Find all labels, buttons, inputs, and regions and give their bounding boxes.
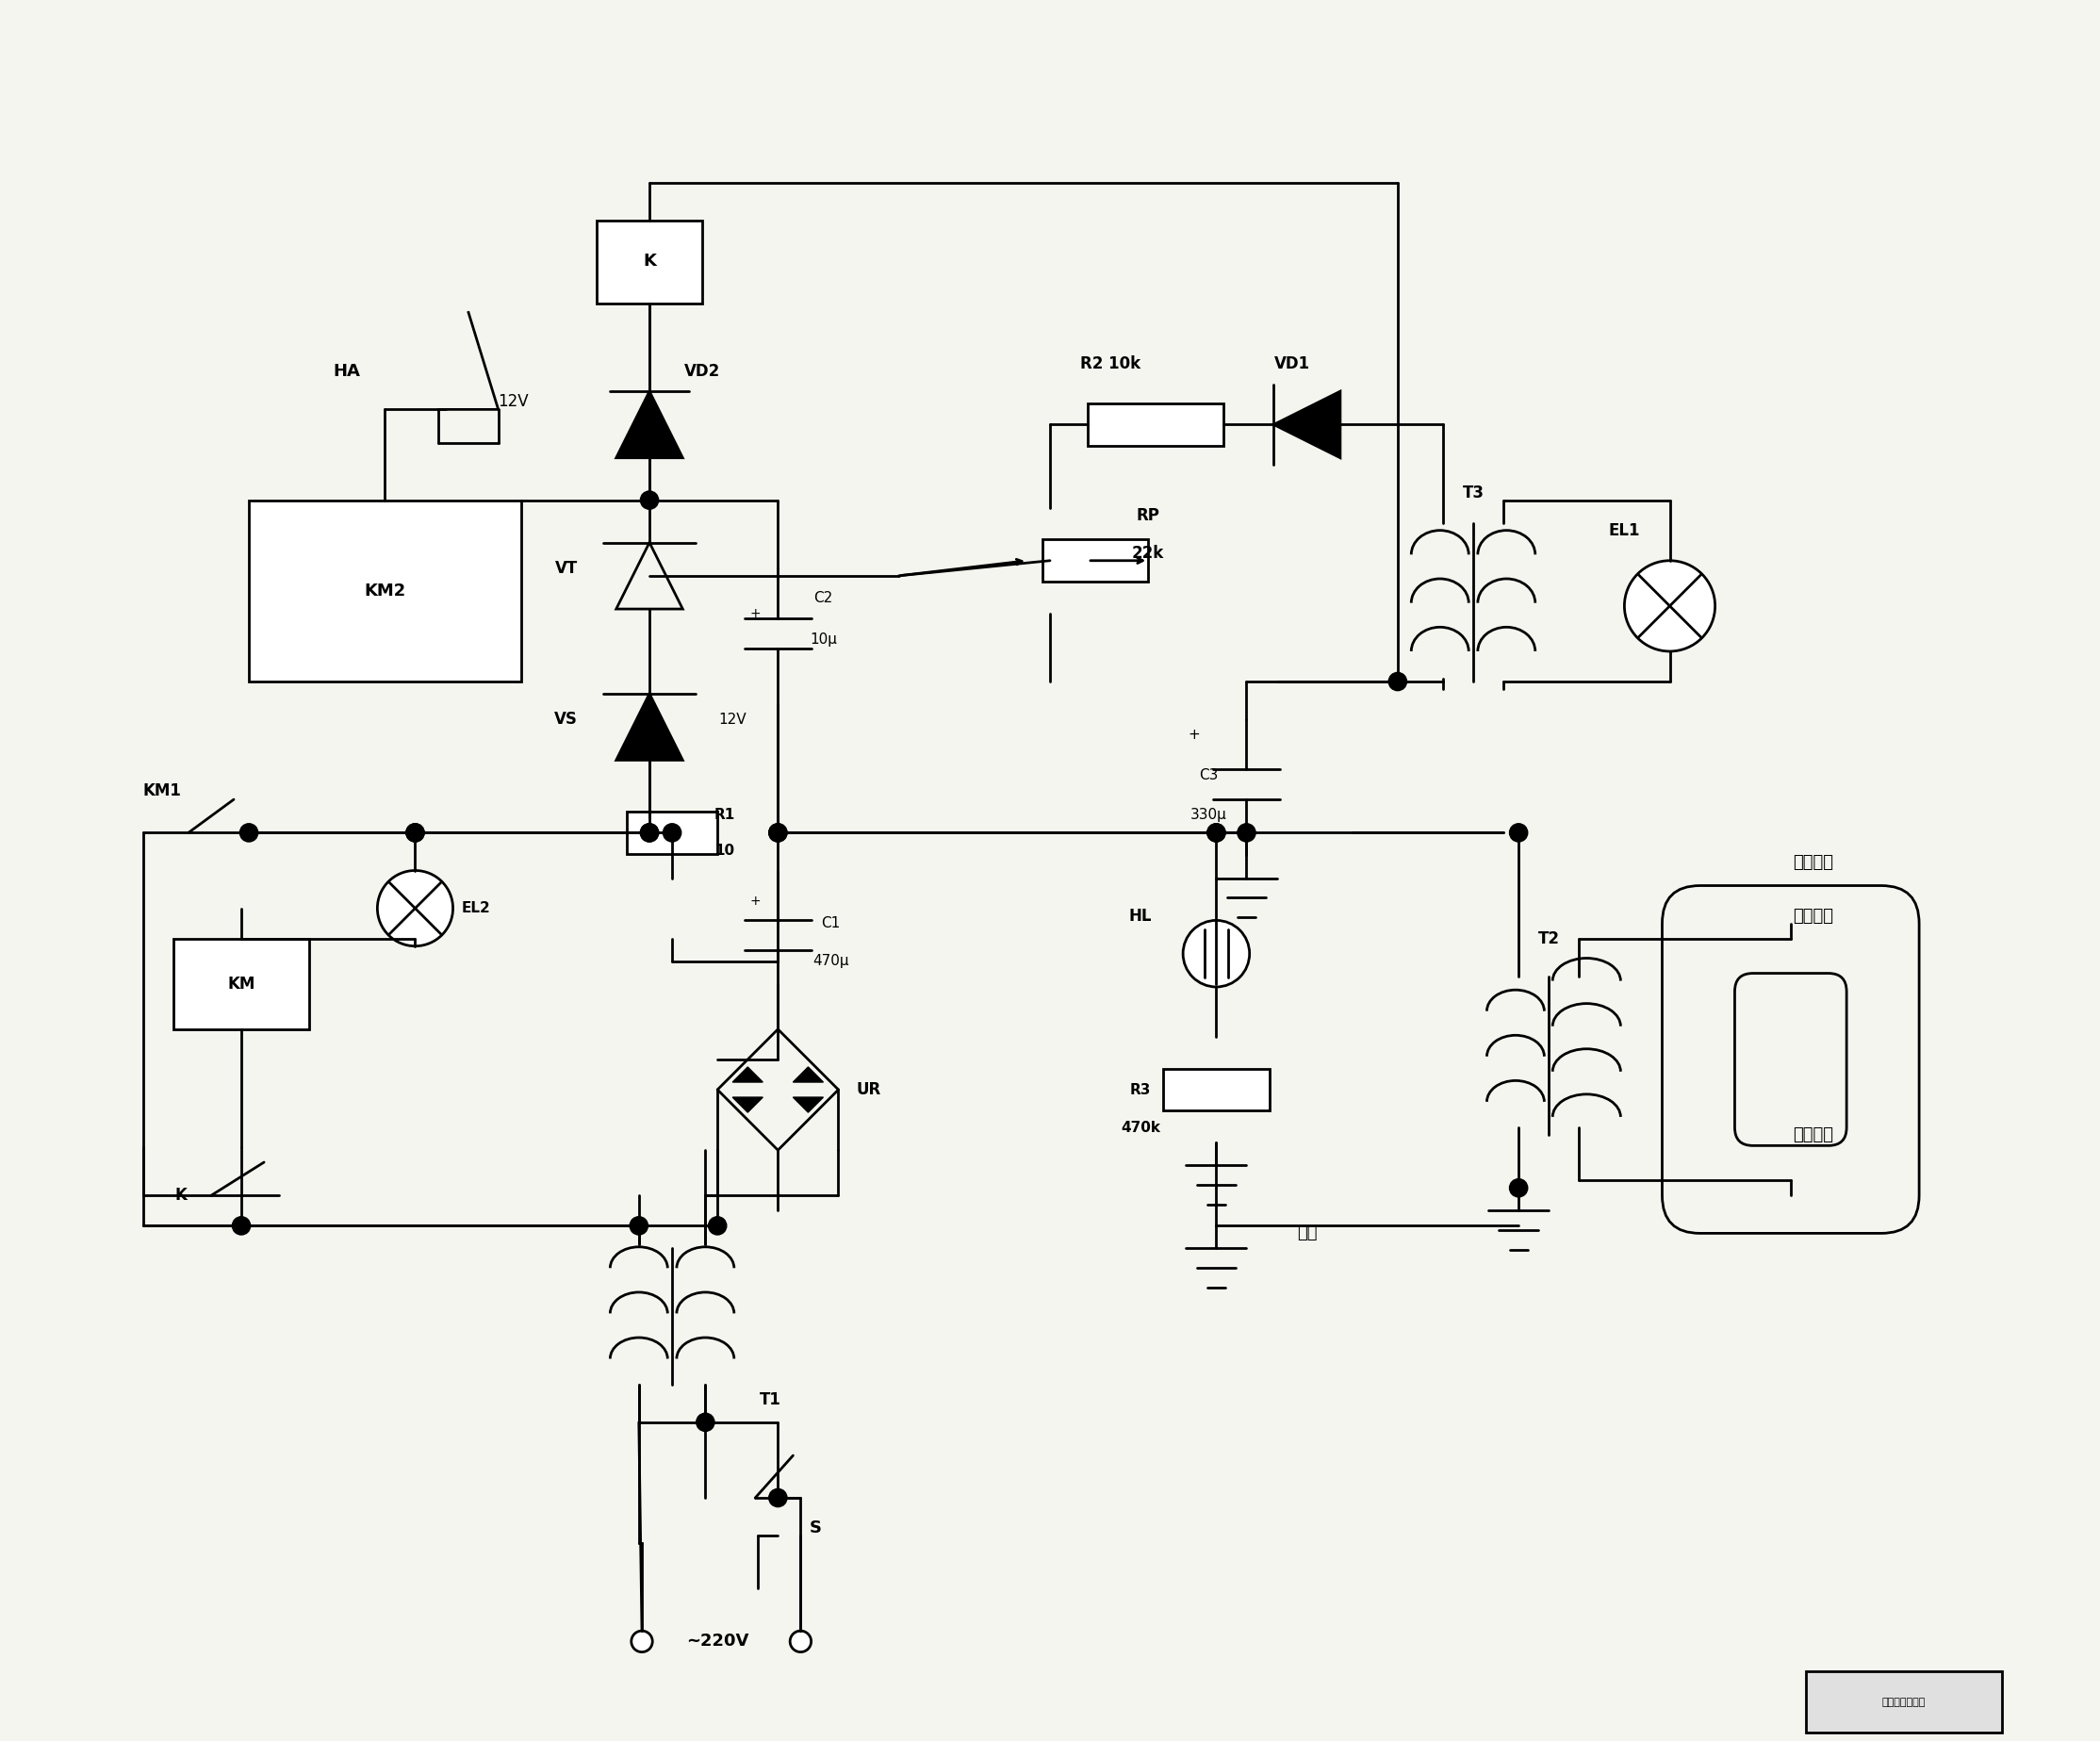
Text: VT: VT	[554, 559, 578, 576]
Polygon shape	[794, 1067, 823, 1083]
Text: 高压电网: 高压电网	[1793, 1126, 1833, 1144]
Text: R3: R3	[1130, 1083, 1151, 1097]
Text: ~220V: ~220V	[687, 1633, 750, 1650]
Polygon shape	[615, 693, 683, 761]
Circle shape	[708, 1217, 727, 1234]
Circle shape	[1510, 1179, 1527, 1198]
Circle shape	[697, 1414, 714, 1431]
Circle shape	[769, 823, 788, 843]
Text: 电牧栏或: 电牧栏或	[1793, 855, 1833, 872]
Text: C1: C1	[821, 916, 840, 930]
Circle shape	[1208, 823, 1224, 843]
Circle shape	[632, 1631, 653, 1652]
Text: R2 10k: R2 10k	[1079, 355, 1140, 373]
Polygon shape	[615, 392, 683, 458]
Text: +: +	[750, 895, 760, 907]
Circle shape	[630, 1217, 649, 1234]
Text: KM2: KM2	[363, 581, 405, 599]
Circle shape	[233, 1217, 250, 1234]
Bar	[1088, 404, 1224, 446]
Text: K: K	[643, 252, 655, 270]
Text: KM: KM	[227, 975, 256, 992]
Circle shape	[664, 823, 680, 843]
Bar	[174, 938, 309, 1029]
Text: 接地: 接地	[1298, 1226, 1317, 1241]
Circle shape	[769, 823, 788, 843]
Text: 12V: 12V	[498, 393, 529, 411]
Text: UR: UR	[857, 1081, 882, 1099]
Text: S: S	[811, 1520, 821, 1537]
Circle shape	[640, 823, 659, 843]
Text: T2: T2	[1537, 930, 1560, 947]
Text: K: K	[174, 1187, 187, 1205]
Polygon shape	[1275, 392, 1340, 458]
Bar	[1806, 1671, 2001, 1732]
Polygon shape	[794, 1097, 823, 1112]
Text: +: +	[1189, 728, 1199, 742]
Text: VD1: VD1	[1275, 355, 1310, 373]
Text: HL: HL	[1130, 907, 1153, 924]
Text: 10: 10	[716, 844, 735, 858]
Text: RP: RP	[1136, 507, 1159, 524]
Text: R1: R1	[714, 808, 735, 822]
Text: HA: HA	[334, 364, 361, 380]
Circle shape	[769, 1489, 788, 1508]
Text: 330μ: 330μ	[1191, 808, 1226, 822]
FancyBboxPatch shape	[1735, 973, 1846, 1146]
Text: C3: C3	[1199, 768, 1218, 782]
Text: C2: C2	[813, 592, 834, 606]
Bar	[250, 500, 521, 681]
Text: 470k: 470k	[1121, 1121, 1161, 1135]
Text: 12V: 12V	[718, 712, 746, 726]
Text: EL2: EL2	[462, 902, 489, 916]
Circle shape	[1208, 823, 1224, 843]
Circle shape	[1625, 561, 1716, 651]
Text: VS: VS	[554, 710, 578, 728]
Text: KM1: KM1	[143, 782, 181, 799]
Bar	[626, 811, 718, 853]
Text: EL1: EL1	[1609, 522, 1640, 540]
Polygon shape	[733, 1067, 762, 1083]
Circle shape	[790, 1631, 811, 1652]
Circle shape	[378, 870, 454, 945]
Text: 鱼塘边缘: 鱼塘边缘	[1793, 907, 1833, 924]
Circle shape	[1237, 823, 1256, 843]
Text: VD2: VD2	[685, 364, 720, 380]
Text: 22k: 22k	[1132, 545, 1163, 562]
Text: 10μ: 10μ	[811, 632, 838, 646]
Text: +: +	[750, 608, 760, 620]
Circle shape	[405, 823, 424, 843]
Circle shape	[1388, 672, 1407, 691]
Text: 470μ: 470μ	[813, 954, 848, 968]
Circle shape	[405, 823, 424, 843]
Circle shape	[1182, 921, 1250, 987]
Bar	[596, 221, 701, 303]
Polygon shape	[733, 1097, 762, 1112]
Circle shape	[239, 823, 258, 843]
Bar	[1042, 540, 1149, 581]
Bar	[1163, 1069, 1268, 1111]
Text: 维库电子市场网: 维库电子市场网	[1882, 1697, 1926, 1706]
Text: T3: T3	[1462, 484, 1485, 501]
Circle shape	[640, 491, 659, 508]
Text: T1: T1	[760, 1391, 781, 1408]
Circle shape	[640, 823, 659, 843]
Circle shape	[1510, 823, 1527, 843]
